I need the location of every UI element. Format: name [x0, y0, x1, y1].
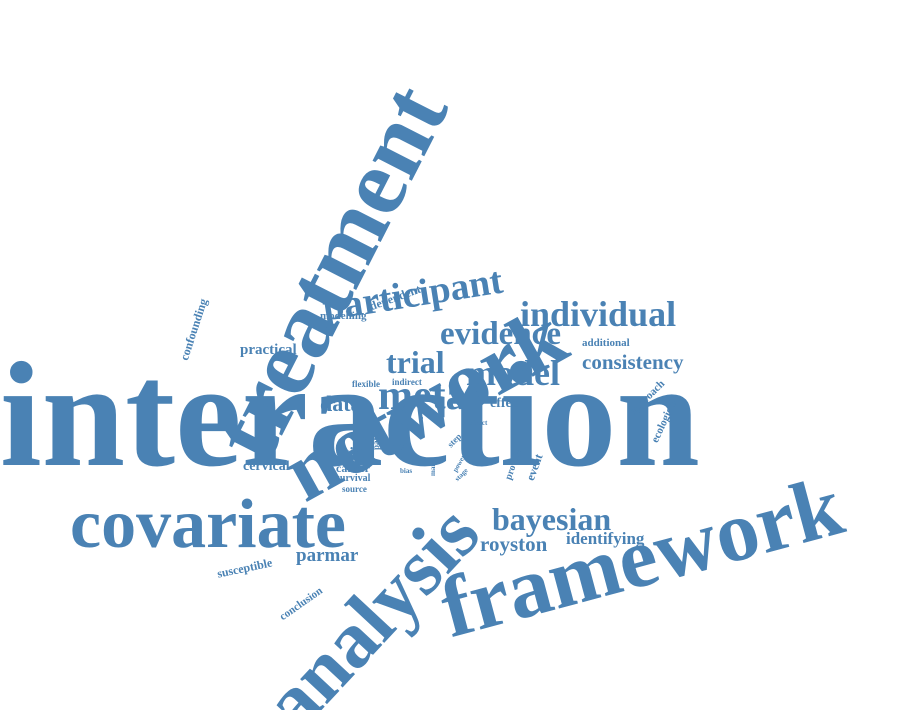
word-bias: bias — [400, 468, 412, 475]
word-time: time — [344, 446, 374, 462]
word-identifying: identifying — [566, 530, 644, 547]
word-effect: effect — [490, 397, 523, 411]
word-survival: survival — [336, 474, 370, 484]
word-evidence: evidence — [440, 318, 561, 351]
word-data: data — [320, 393, 362, 415]
word-additional: additional — [582, 338, 630, 349]
word-trial: trial — [386, 346, 445, 378]
word-practical: practical — [240, 343, 297, 358]
word-flexible: flexible — [352, 380, 380, 389]
word-cervical: cervical — [243, 460, 290, 474]
word-model: model — [466, 355, 560, 391]
word-parmar: parmar — [296, 546, 358, 565]
word-patient: patient — [372, 423, 381, 450]
word-indirect: indirect — [392, 378, 422, 387]
word-more: more — [418, 417, 425, 432]
word-modelling: modelling — [320, 311, 366, 322]
word-ici: ici — [402, 441, 409, 448]
word-direct: direct — [470, 420, 487, 427]
word-many: many — [430, 459, 437, 476]
word-source: source — [342, 485, 367, 494]
word-royston: royston — [480, 534, 547, 555]
word-consistency: consistency — [582, 352, 684, 373]
